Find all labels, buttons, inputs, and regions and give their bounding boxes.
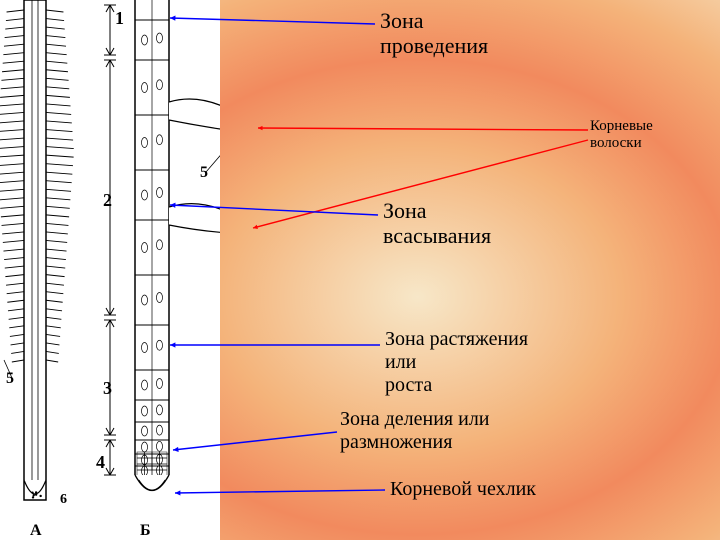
- root-zones-diagram: { "canvas": {"w":720,"h":540}, "backgrou…: [0, 0, 720, 540]
- root-drawing-panel: [0, 0, 220, 540]
